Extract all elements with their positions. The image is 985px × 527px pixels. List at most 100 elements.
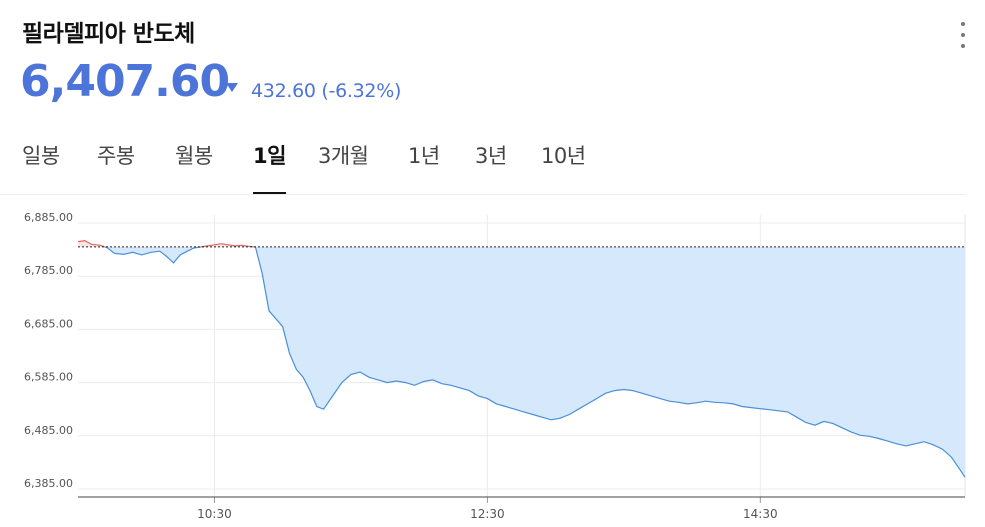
y-tick-label: 6,685.00 (24, 317, 73, 330)
data-point (587, 403, 588, 404)
data-point (77, 241, 78, 242)
data-point (705, 401, 706, 402)
data-point (180, 254, 181, 255)
data-point (159, 251, 160, 252)
data-point (751, 407, 752, 408)
data-point (432, 379, 433, 380)
data-point (323, 409, 324, 410)
y-tick-label: 6,785.00 (24, 264, 73, 277)
data-point (84, 240, 85, 241)
data-point (523, 411, 524, 412)
data-point (641, 393, 642, 394)
current-price: 6,407.60 (20, 56, 230, 107)
tab-4[interactable]: 3개월 (318, 144, 369, 168)
data-point (933, 444, 934, 445)
data-point (769, 409, 770, 410)
data-point (173, 262, 174, 263)
data-point (141, 254, 142, 255)
data-point (296, 369, 297, 370)
data-point (605, 393, 606, 394)
tab-3[interactable]: 1일 (253, 140, 286, 194)
data-point (714, 402, 715, 403)
data-point (696, 402, 697, 403)
data-point (496, 403, 497, 404)
data-point (150, 252, 151, 253)
data-point (787, 411, 788, 412)
data-point (560, 418, 561, 419)
data-point (241, 245, 242, 246)
data-point (193, 247, 194, 248)
data-point (478, 395, 479, 396)
tab-7[interactable]: 10년 (541, 144, 586, 168)
data-point (505, 406, 506, 407)
data-point (742, 406, 743, 407)
more-dot (961, 33, 965, 37)
x-tick-label: 14:30 (743, 507, 778, 521)
data-point (450, 385, 451, 386)
series-line-above (77, 239, 257, 247)
data-point (823, 421, 824, 422)
down-arrow-icon (226, 83, 238, 92)
data-point (262, 273, 263, 274)
data-point (951, 457, 952, 458)
tab-6[interactable]: 3년 (475, 144, 507, 168)
data-point (423, 381, 424, 382)
data-point (316, 406, 317, 407)
data-point (214, 244, 215, 245)
data-point (660, 398, 661, 399)
data-point (814, 425, 815, 426)
data-point (487, 398, 488, 399)
series-line-below (102, 246, 966, 478)
data-point (905, 445, 906, 446)
data-point (309, 390, 310, 391)
data-point (303, 377, 304, 378)
tab-0[interactable]: 일봉 (22, 144, 60, 168)
data-point (732, 403, 733, 404)
more-dots-icon (961, 22, 965, 26)
data-point (514, 409, 515, 410)
data-point (332, 395, 333, 396)
area-fill-below (78, 246, 965, 478)
data-point (541, 417, 542, 418)
data-point (100, 245, 101, 246)
data-point (107, 247, 108, 248)
data-point (860, 435, 861, 436)
data-point (614, 390, 615, 391)
data-point (723, 402, 724, 403)
data-point (387, 382, 388, 383)
intraday-chart: 6,885.00 6,785.00 6,685.00 6,585.00 6,485.00… (24, 211, 966, 521)
data-point (651, 395, 652, 396)
data-point (378, 379, 379, 380)
data-point (359, 371, 360, 372)
data-point (623, 389, 624, 390)
tab-5[interactable]: 1년 (408, 144, 440, 168)
data-point (551, 419, 552, 420)
data-point (896, 443, 897, 444)
data-point (289, 353, 290, 354)
y-tick-label: 6,385.00 (24, 477, 73, 490)
data-point (796, 417, 797, 418)
data-point (91, 244, 92, 245)
data-point (460, 387, 461, 388)
data-point (960, 470, 961, 471)
more-options-button[interactable] (952, 22, 974, 48)
period-tabs: 일봉 주봉 월봉 1일 3개월 1년 3년 10년 (0, 128, 965, 195)
data-point (255, 246, 256, 247)
data-point (924, 441, 925, 442)
tab-2[interactable]: 월봉 (175, 144, 213, 168)
data-point (341, 382, 342, 383)
data-point (532, 414, 533, 415)
data-point (114, 253, 115, 254)
data-point (221, 243, 222, 244)
data-point (187, 251, 188, 252)
data-point (833, 423, 834, 424)
data-point (778, 410, 779, 411)
data-point (632, 390, 633, 391)
data-point (596, 398, 597, 399)
data-point (914, 443, 915, 444)
page-title: 필라델피아 반도체 (22, 21, 195, 47)
x-tick-label: 12:30 (470, 507, 505, 521)
tab-1[interactable]: 주봉 (97, 144, 135, 168)
price-change: 432.60 (-6.32%) (251, 80, 402, 102)
data-point (405, 382, 406, 383)
